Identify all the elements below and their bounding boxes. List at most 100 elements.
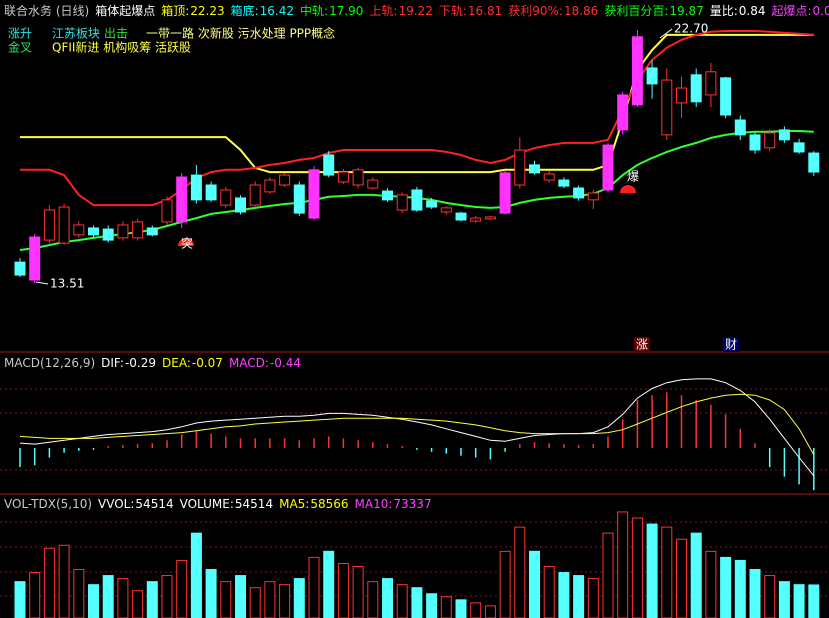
- annotation: 出击: [104, 27, 128, 41]
- legend-value: 54514: [135, 497, 174, 511]
- candle-body: [205, 184, 217, 201]
- volume-bar: [323, 550, 335, 618]
- item-label: 箱顶:: [161, 4, 190, 18]
- candle-body: [602, 144, 614, 191]
- low-label: 13.51: [50, 277, 84, 291]
- volume-bar: [734, 559, 746, 618]
- header-item: 箱顶:22.23: [161, 2, 224, 19]
- item-value: 16.42: [259, 4, 295, 18]
- volume-bar: [661, 526, 673, 618]
- legend-label: MA5:: [279, 497, 310, 511]
- volume-bar: [382, 578, 393, 618]
- candle-body: [73, 224, 85, 236]
- volume-bar: [602, 532, 614, 618]
- item-label: 中轨:: [300, 4, 329, 18]
- candle-body: [190, 174, 202, 201]
- volume-bar: [43, 547, 55, 618]
- candle-body: [396, 194, 408, 211]
- candle-body: [117, 224, 129, 239]
- legend-value: 54514: [234, 497, 274, 511]
- volume-bar: [220, 581, 232, 618]
- volume-bar: [337, 562, 349, 618]
- volume-bar: [146, 581, 158, 618]
- legend-value: -0.07: [191, 356, 223, 370]
- candle-body: [631, 36, 643, 106]
- annotation: 涨: [636, 337, 648, 352]
- item-value: 22.23: [190, 4, 225, 18]
- candle-body: [484, 216, 496, 220]
- candle-body: [29, 236, 41, 281]
- item-label: 下轨:: [438, 4, 467, 18]
- candle-body: [43, 209, 55, 241]
- high-label: 22.70: [674, 22, 708, 36]
- indicator-name: 箱体起爆点: [95, 4, 156, 18]
- item-label: 获利百分百:: [604, 4, 669, 18]
- legend-item: VOLUME:54514: [180, 497, 273, 511]
- volume-bar: [190, 532, 202, 618]
- candle-body: [132, 221, 144, 239]
- item-label: 获利90%:: [508, 4, 563, 18]
- header-item: 起爆点:0.00: [771, 2, 829, 19]
- annotation: 涨升: [8, 26, 32, 41]
- legend-value: -0.29: [124, 356, 156, 370]
- annotation: 爆: [627, 170, 639, 184]
- volume-bar: [543, 565, 555, 618]
- candle-body: [573, 187, 585, 199]
- volume-bar: [764, 575, 776, 618]
- volume-bar: [367, 581, 379, 618]
- candle-body: [793, 142, 805, 153]
- candle-body: [778, 129, 790, 141]
- candle-body: [690, 74, 702, 103]
- volume-bar: [455, 599, 467, 618]
- main-header: 联合水务 (日线) 箱体起爆点 箱顶:22.23 箱底:16.42 中轨:17.90…: [4, 2, 829, 19]
- panel-grid: [0, 388, 829, 597]
- volume-bar: [411, 587, 423, 618]
- candle-body: [587, 192, 599, 201]
- stock-title: 联合水务 (日线): [4, 4, 90, 18]
- volume-bar: [470, 602, 482, 618]
- header-item: 量比:0.84: [710, 2, 766, 19]
- candle-body: [558, 179, 570, 187]
- volume-bar: [499, 550, 511, 618]
- legend-item: VVOL:54514: [98, 497, 174, 511]
- candle-body: [646, 67, 658, 85]
- annotation: QFII新进 机构吸筹 活跃股: [52, 40, 191, 55]
- header-item: 下轨:16.81: [439, 2, 502, 19]
- overlay-line: [20, 33, 814, 174]
- candle-body: [382, 190, 393, 201]
- volume-bar: [808, 584, 820, 618]
- legend-value: -0.44: [269, 356, 302, 370]
- volume-bar: [720, 556, 732, 618]
- candle-body: [176, 176, 188, 223]
- volume-bar: [117, 578, 129, 618]
- legend-item: DIF:-0.29: [101, 356, 156, 370]
- legend-value: 58566: [310, 497, 349, 511]
- header-item: 箱底:16.42: [231, 2, 294, 19]
- header-item: 中轨:17.90: [300, 2, 363, 19]
- volume-bar: [29, 572, 41, 618]
- volume-bar: [631, 517, 643, 618]
- candle-body: [543, 173, 555, 181]
- candle-body: [470, 217, 482, 222]
- candle-body: [661, 79, 673, 136]
- candle-body: [734, 119, 746, 136]
- volume-bar: [440, 596, 452, 618]
- legend-label: DEA:: [162, 356, 191, 370]
- volume-bar: [205, 569, 217, 618]
- item-value: 19.22: [398, 4, 433, 18]
- candle-body: [14, 261, 26, 276]
- volume-bar: [587, 578, 599, 618]
- dif-line: [19, 378, 815, 477]
- volume-bar: [396, 584, 408, 618]
- candle-body: [749, 134, 761, 151]
- volume-bar: [617, 511, 629, 618]
- candle-body: [426, 200, 438, 208]
- volume-bar: [426, 593, 438, 618]
- pointer: [659, 28, 673, 39]
- volume-bar: [264, 581, 276, 618]
- candle-body: [323, 154, 335, 176]
- candle-body: [440, 207, 452, 213]
- header-item: 获利百分百:19.87: [604, 2, 703, 19]
- legend-label: VVOL:: [98, 497, 135, 511]
